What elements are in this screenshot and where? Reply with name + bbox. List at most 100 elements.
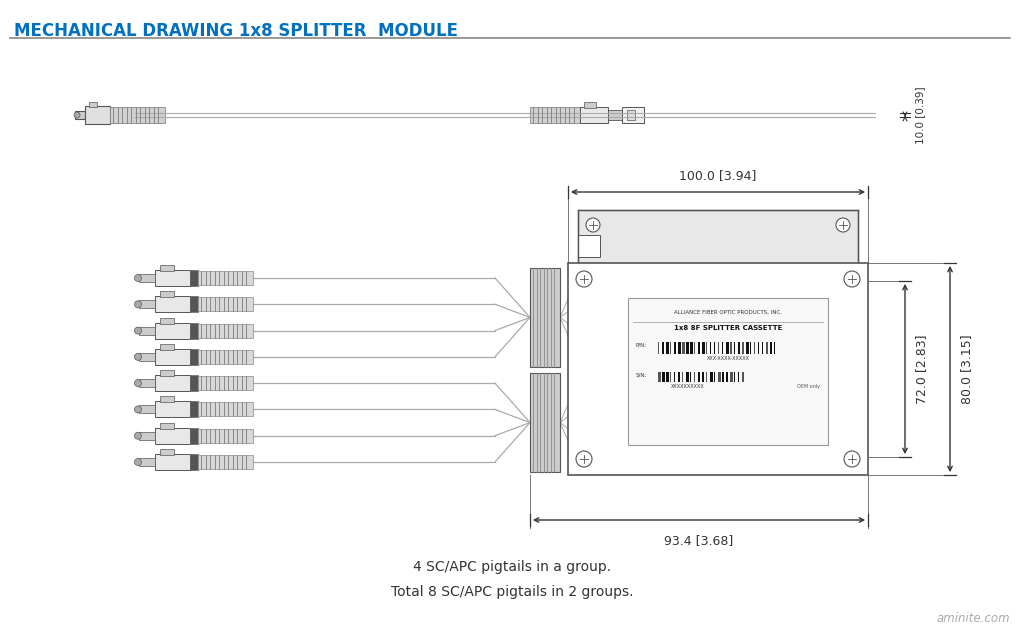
Circle shape [844,451,860,467]
Circle shape [575,451,592,467]
Bar [734,372,736,382]
Bar [160,344,174,350]
Text: 93.4 [3.68]: 93.4 [3.68] [665,534,733,547]
Bar [726,342,728,354]
Bar [198,455,253,469]
Bar [718,342,720,354]
Bar [155,270,190,286]
Text: 10.0 [0.39]: 10.0 [0.39] [915,86,925,144]
Bar [139,458,155,466]
Bar [160,318,174,324]
Text: Total 8 SC/APC pigtails in 2 groups.: Total 8 SC/APC pigtails in 2 groups. [391,585,633,599]
Bar [678,342,681,354]
Bar [139,327,155,334]
Bar [710,342,713,354]
Bar [698,372,700,382]
Text: OEM only: OEM only [797,384,820,389]
Bar [139,432,155,440]
Bar [155,427,190,444]
Bar [580,107,608,123]
Bar [190,375,198,391]
Bar [190,270,198,286]
Bar [139,405,155,413]
Bar [754,342,757,354]
Bar [198,403,253,417]
Bar [666,342,669,354]
Bar [674,342,676,354]
Bar [734,342,737,354]
Circle shape [134,354,141,361]
Bar [690,342,692,354]
Bar [628,298,828,445]
Text: 72.0 [2.83]: 72.0 [2.83] [915,334,928,404]
Bar [670,372,672,382]
Bar [578,210,858,263]
Text: MECHANICAL DRAWING 1x8 SPLITTER  MODULE: MECHANICAL DRAWING 1x8 SPLITTER MODULE [14,22,458,40]
Bar [139,353,155,361]
Bar [627,110,635,120]
Bar [190,349,198,365]
Bar [530,268,560,367]
Bar [666,372,668,382]
Bar [155,401,190,417]
Circle shape [134,433,141,440]
Bar [190,401,198,417]
Bar [198,429,253,443]
Bar [694,342,696,354]
Bar [155,375,190,391]
Text: aminite.com: aminite.com [936,612,1010,625]
Bar [75,111,85,119]
Bar [568,263,868,475]
Bar [578,235,600,257]
Bar [160,423,174,429]
Circle shape [134,406,141,413]
Bar [190,322,198,339]
Bar [110,107,165,123]
Text: 100.0 [3.94]: 100.0 [3.94] [679,169,757,182]
Text: 1x8 8F SPLITTER CASSETTE: 1x8 8F SPLITTER CASSETTE [674,325,782,331]
Circle shape [74,112,80,118]
Bar [682,342,684,354]
Bar [190,296,198,312]
Bar [770,342,772,354]
Text: S/N:: S/N: [636,372,647,377]
Bar [198,324,253,338]
Bar [190,427,198,444]
Bar [658,342,660,354]
Bar [139,379,155,387]
Circle shape [836,218,850,232]
Bar [698,342,701,354]
Text: XXXXXXXXXX: XXXXXXXXXX [671,384,705,389]
Bar [155,322,190,339]
Bar [718,372,720,382]
Bar [160,396,174,403]
Circle shape [134,301,141,308]
Bar [608,110,622,120]
Text: ALLIANCE FIBER OPTIC PRODUCTS, INC.: ALLIANCE FIBER OPTIC PRODUCTS, INC. [674,310,782,315]
Bar [742,372,744,382]
Bar [686,372,689,382]
Text: P/N:: P/N: [636,342,647,347]
Bar [155,296,190,312]
Circle shape [575,271,592,287]
Text: XXX-XXXX-XXXXX: XXX-XXXX-XXXXX [707,356,750,361]
Circle shape [134,275,141,282]
Bar [160,265,174,271]
Bar [530,373,560,472]
Bar [722,342,724,354]
Bar [155,349,190,365]
Bar [714,372,716,382]
Bar [139,274,155,282]
Circle shape [134,327,141,334]
Bar [662,372,664,382]
Bar [730,372,732,382]
Bar [160,291,174,297]
Bar [198,271,253,285]
Bar [694,372,696,382]
Text: 4 SC/APC pigtails in a group.: 4 SC/APC pigtails in a group. [413,560,611,574]
Bar [530,107,580,123]
Bar [89,102,97,107]
Bar [622,107,644,123]
Bar [714,342,717,354]
Circle shape [844,271,860,287]
